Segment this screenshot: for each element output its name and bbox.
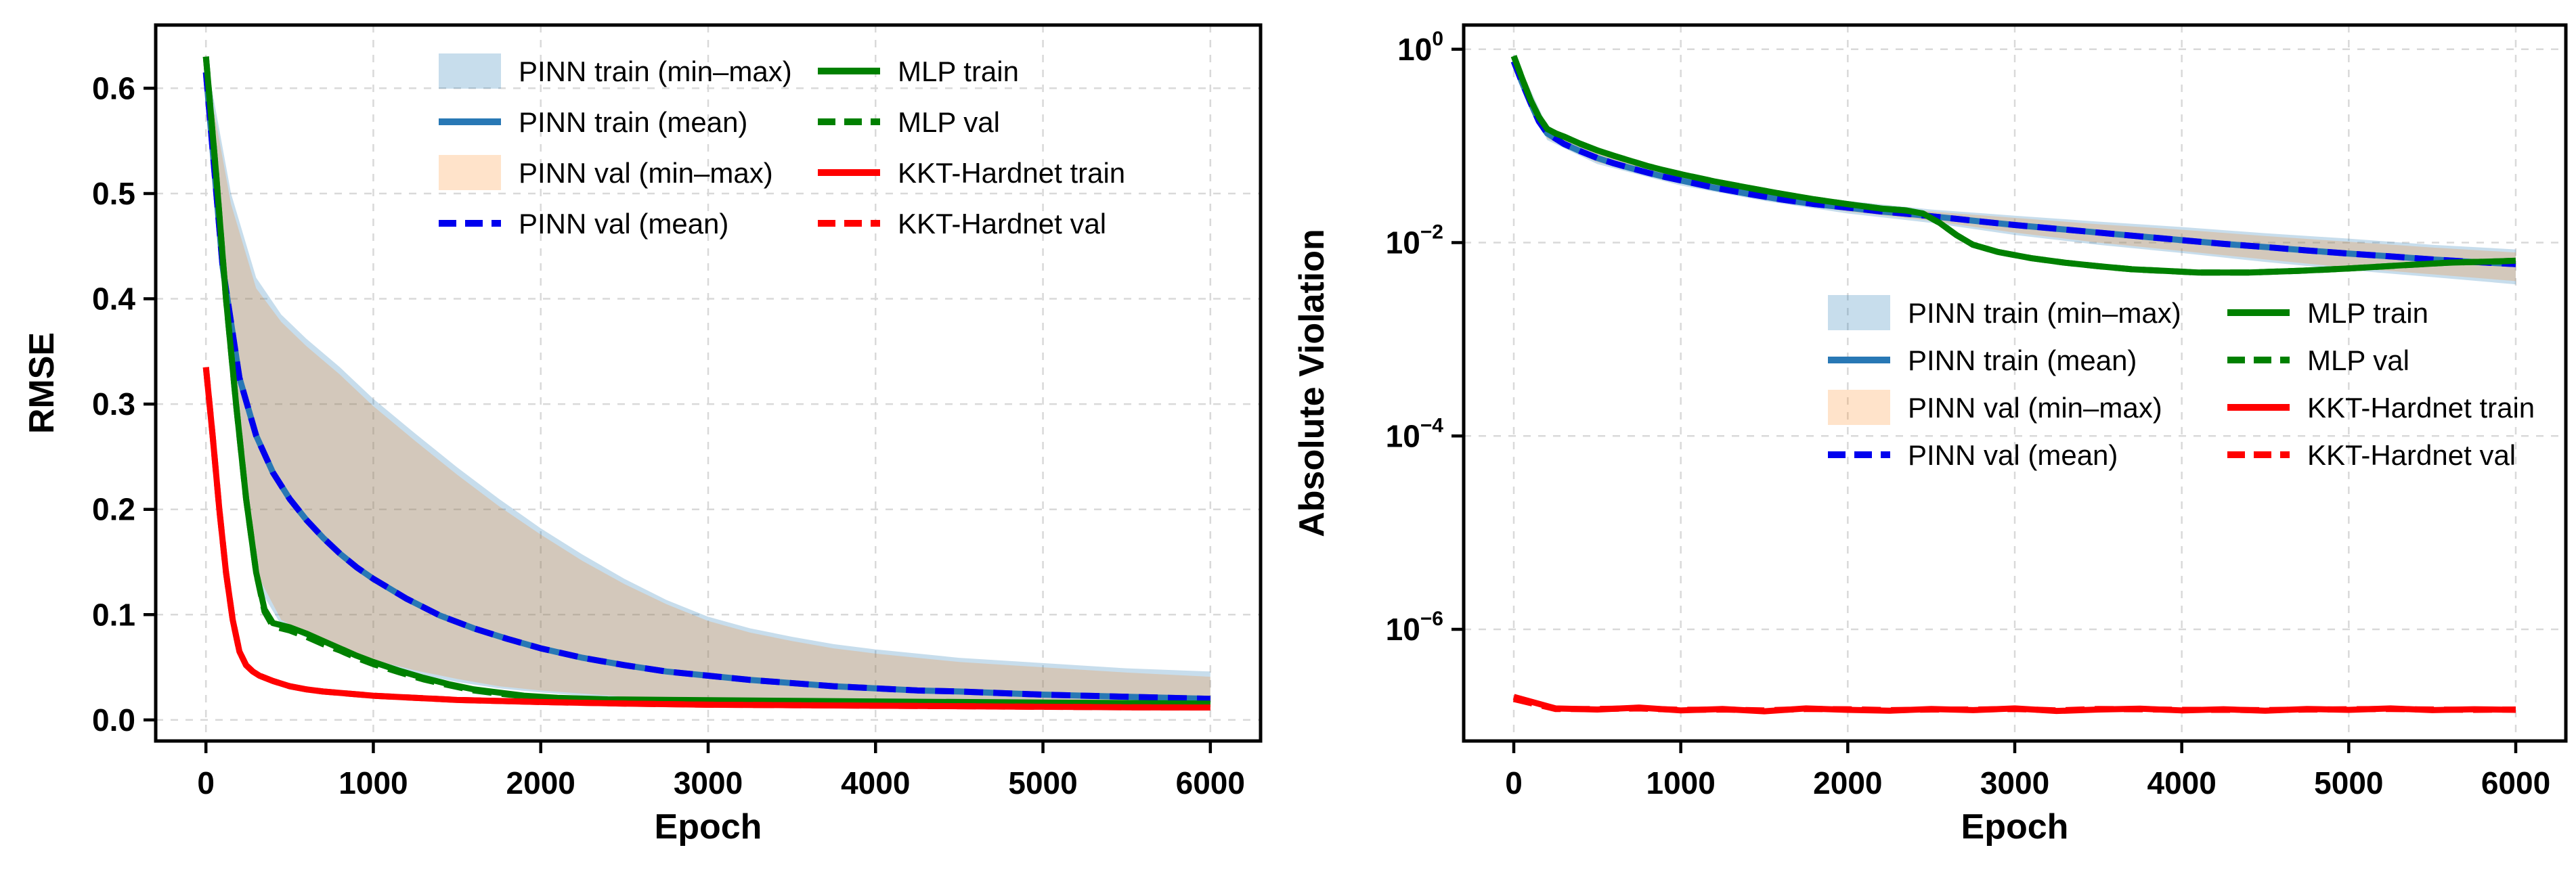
legend-entry-pinn-train-min-max-swatch [439,53,501,89]
y-tick-label: 0.1 [92,597,135,632]
y-tick-label: 10−6 [1386,608,1443,647]
x-tick-label: 2000 [1813,765,1882,801]
x-tick-label: 4000 [841,765,910,801]
legend-entry-pinn-train-mean-label: PINN train (mean) [1908,344,2137,376]
y-tick-label: 0.4 [92,282,135,317]
y-tick-label: 0.6 [92,70,135,106]
x-tick-label: 4000 [2147,765,2216,801]
kkt-hardnet-val-line [202,367,1210,711]
pinn-val-mean-line [202,72,1210,702]
legend-entry-kkt-hardnet-train-label: KKT-Hardnet train [2307,392,2535,424]
right-x-axis-label: Epoch [1961,807,2069,847]
legend-entry-pinn-train-min-max-swatch [1828,295,1890,330]
x-tick-label: 5000 [1008,765,1077,801]
legend-entry-mlp-val-label: MLP val [2307,344,2409,376]
legend-entry-pinn-val-min-max-swatch [1828,390,1890,425]
y-tick-label: 0.0 [92,702,135,738]
legend-entry-mlp-val-label: MLP val [898,106,1000,138]
x-tick-label: 6000 [1176,765,1245,801]
legend-entry-kkt-hardnet-val-label: KKT-Hardnet val [2307,439,2516,471]
right-chart: 0 1000 2000 3000 4000 5000 6000 100 10−2 10−4 10−6… [1386,23,2568,801]
mlp-val-line [1510,55,2516,276]
pinn-train-min-max-band [1514,53,2516,285]
legend-entry-pinn-val-min-max-swatch [439,155,501,190]
legend-entry-mlp-train-label: MLP train [2307,297,2428,329]
x-tick-label: 1000 [1646,765,1715,801]
x-tick-label: 3000 [1980,765,2049,801]
legend-entry-pinn-train-min-max-label: PINN train (min–max) [519,55,792,87]
left-chart: 0 1000 2000 3000 4000 5000 6000 0.0 0.1 0.2 0.3 0.4… [92,23,1263,801]
legend-entry-kkt-hardnet-val-label: KKT-Hardnet val [898,208,1106,240]
kkt-hardnet-val-line [1512,696,2516,714]
y-tick-label: 0.3 [92,386,135,422]
y-tick-label: 10−4 [1386,414,1444,453]
x-tick-label: 1000 [339,765,408,801]
legend-entry-pinn-train-min-max-label: PINN train (min–max) [1908,297,2181,329]
legend-entry-kkt-hardnet-train-label: KKT-Hardnet train [898,157,1125,189]
pinn-train-min-max-band [206,56,1210,710]
legend-entry-pinn-val-min-max-label: PINN val (min–max) [1908,392,2162,424]
legend-entry-mlp-train-label: MLP train [898,55,1019,87]
x-tick-label: 6000 [2481,765,2550,801]
x-tick-label: 0 [1505,765,1523,801]
y-tick-label: 0.2 [92,492,135,527]
x-tick-label: 5000 [2314,765,2383,801]
x-tick-label: 2000 [506,765,575,801]
mlp-val-line [202,56,1210,708]
legend-entry-pinn-val-mean-label: PINN val (mean) [1908,439,2118,471]
x-tick-label: 0 [197,765,215,801]
y-tick-label: 10−2 [1386,221,1443,261]
legend-entry-pinn-val-min-max-label: PINN val (min–max) [519,157,773,189]
left-y-axis-label: RMSE [22,332,62,434]
y-tick-label: 0.5 [92,176,135,211]
x-tick-label: 3000 [674,765,743,801]
legend-entry-pinn-train-mean-label: PINN train (mean) [519,106,747,138]
pinn-val-mean-line [1510,60,2516,267]
y-tick-label: 100 [1397,28,1443,67]
right-y-axis-label: Absolute Violation [1292,229,1332,537]
pinn-val-min-max-band [206,67,1210,709]
left-x-axis-label: Epoch [654,807,762,847]
legend-entry-pinn-val-mean-label: PINN val (mean) [519,208,728,240]
